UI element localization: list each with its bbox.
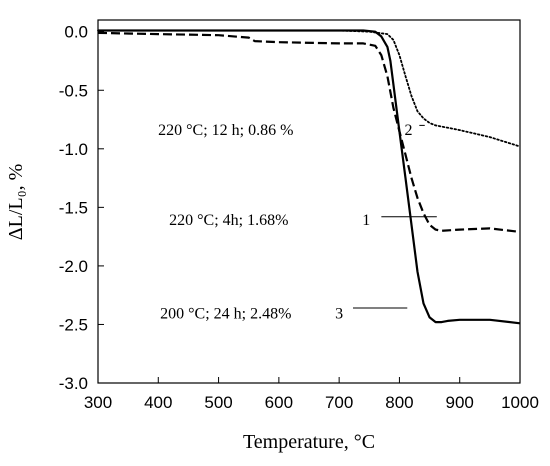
- x-axis-title: Temperature, °C: [243, 431, 375, 453]
- series-line-solid: [98, 29, 521, 325]
- ticks: 300 400 500 600 700 800 900 1000 0.0 -0.5 -1.0 -1.5…: [59, 23, 539, 412]
- plot-frame: [97, 19, 521, 384]
- annotations-group: 220 °C; 12 h; 0.86 % 2 220 °C; 4h; 1.68% 1 2…: [158, 122, 437, 323]
- y-tick-label: -3.0: [59, 374, 88, 393]
- y-tick-label: -0.5: [59, 81, 88, 100]
- x-tick-label: 400: [144, 393, 172, 412]
- x-tick-label: 900: [446, 393, 474, 412]
- series-number-label: 3: [335, 306, 343, 323]
- y-tick-label: 0.0: [64, 23, 88, 42]
- y-tick-label: -1.5: [59, 198, 88, 217]
- y-tick-label: -2.0: [59, 257, 88, 276]
- x-tick-label: 800: [385, 393, 413, 412]
- series-annotation-label: 200 °C; 24 h; 2.48%: [160, 306, 291, 323]
- x-tick-label: 600: [265, 393, 293, 412]
- x-tick-label: 700: [325, 393, 353, 412]
- x-tick-label: 300: [84, 393, 112, 412]
- y-axis-title: ΔL/L₀, %: [5, 164, 27, 240]
- x-tick-label: 500: [204, 393, 232, 412]
- y-tick-label: -2.5: [59, 315, 88, 334]
- series-number-label: 1: [362, 212, 370, 229]
- x-tick-label: 1000: [501, 393, 539, 412]
- y-tick-label: -1.0: [59, 140, 88, 159]
- series-line-dotted: [97, 29, 521, 148]
- series-line-dashed: [97, 31, 521, 233]
- series-annotation-label: 220 °C; 4h; 1.68%: [169, 212, 288, 229]
- series-group: [97, 29, 521, 325]
- series-number-label: 2: [404, 122, 412, 139]
- series-annotation-label: 220 °C; 12 h; 0.86 %: [158, 122, 293, 139]
